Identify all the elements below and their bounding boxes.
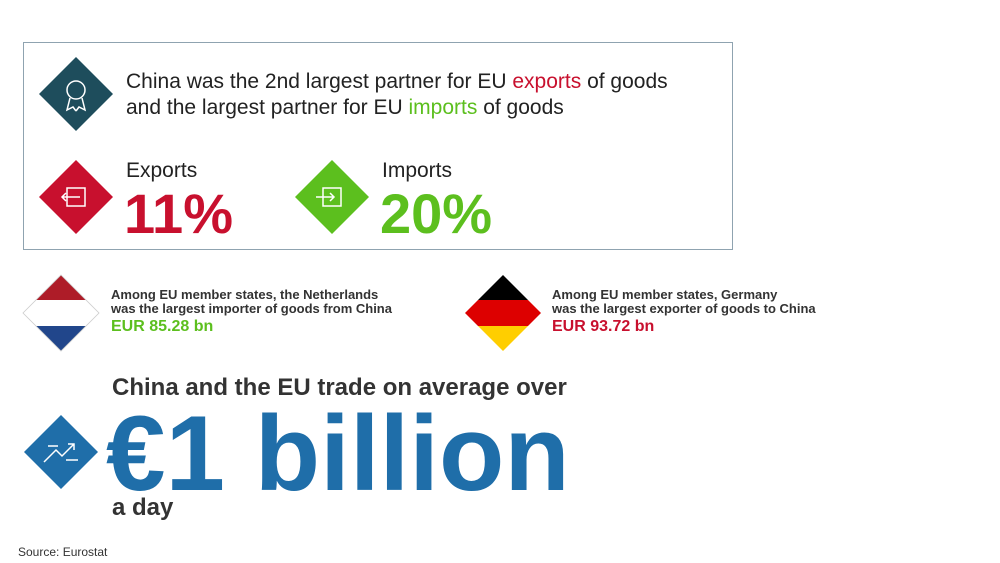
member-value: EUR 93.72 bn (552, 318, 655, 335)
headline-line: and the largest partner for EU imports o… (126, 97, 564, 118)
member-text: was the largest importer of goods from C… (111, 301, 392, 316)
text: and the largest partner for EU (126, 96, 409, 119)
source: Source: Eurostat (18, 545, 108, 559)
imports-icon (295, 160, 369, 234)
stat-label: Exports (126, 159, 198, 182)
member-text: Among EU member states, the Netherlands (111, 287, 379, 302)
stat-value: 20% (380, 182, 493, 245)
award-icon (39, 57, 113, 131)
member-text: Among EU member states, Germany (552, 287, 778, 302)
summary-box (23, 42, 733, 250)
headline-line: China was the 2nd largest partner for EU… (126, 71, 668, 92)
trade-suffix: a day (112, 494, 174, 521)
trade-amount: €1 billion (106, 393, 570, 513)
member-text: was the largest exporter of goods to Chi… (552, 301, 816, 316)
text: of goods (477, 96, 564, 119)
highlight: exports (512, 70, 582, 93)
flag-outline (22, 274, 100, 352)
exports-icon (39, 160, 113, 234)
highlight: imports (408, 96, 478, 119)
stat-value: 11% (124, 182, 233, 245)
member-value: EUR 85.28 bn (111, 318, 214, 335)
netherlands-flag (23, 275, 99, 351)
trade-intro: China and the EU trade on average over (112, 374, 567, 401)
germany-flag (465, 275, 541, 351)
text: of goods (581, 70, 668, 93)
trade-icon (24, 415, 98, 489)
text: China was the 2nd largest partner for EU (126, 70, 513, 93)
stat-label: Imports (382, 159, 453, 182)
